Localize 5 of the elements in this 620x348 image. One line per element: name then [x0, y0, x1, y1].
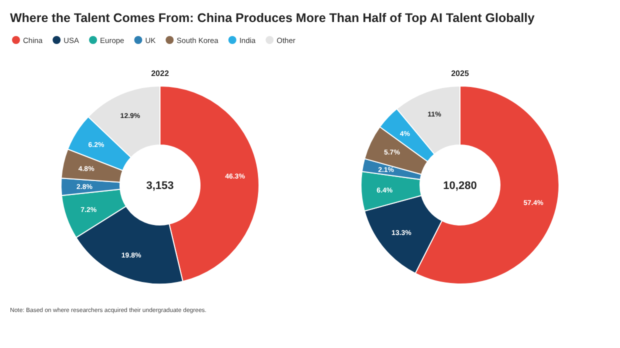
chart-title: Where the Talent Comes From: China Produces More Than Half of Top AI Talent Globally	[10, 11, 535, 25]
text: 3,153	[146, 180, 174, 192]
text: 2022	[151, 69, 170, 78]
chart-subtitle: 2025	[451, 69, 470, 78]
text: 10,280	[443, 180, 477, 192]
